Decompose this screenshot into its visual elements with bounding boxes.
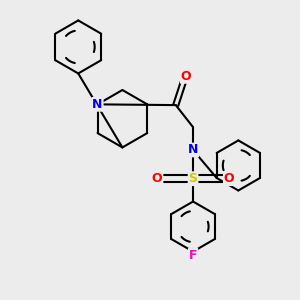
- Text: O: O: [224, 172, 234, 185]
- Text: S: S: [189, 172, 198, 185]
- Text: N: N: [188, 143, 198, 157]
- Text: F: F: [189, 249, 197, 262]
- Text: O: O: [181, 70, 191, 83]
- Text: O: O: [152, 172, 162, 185]
- Text: N: N: [92, 98, 103, 111]
